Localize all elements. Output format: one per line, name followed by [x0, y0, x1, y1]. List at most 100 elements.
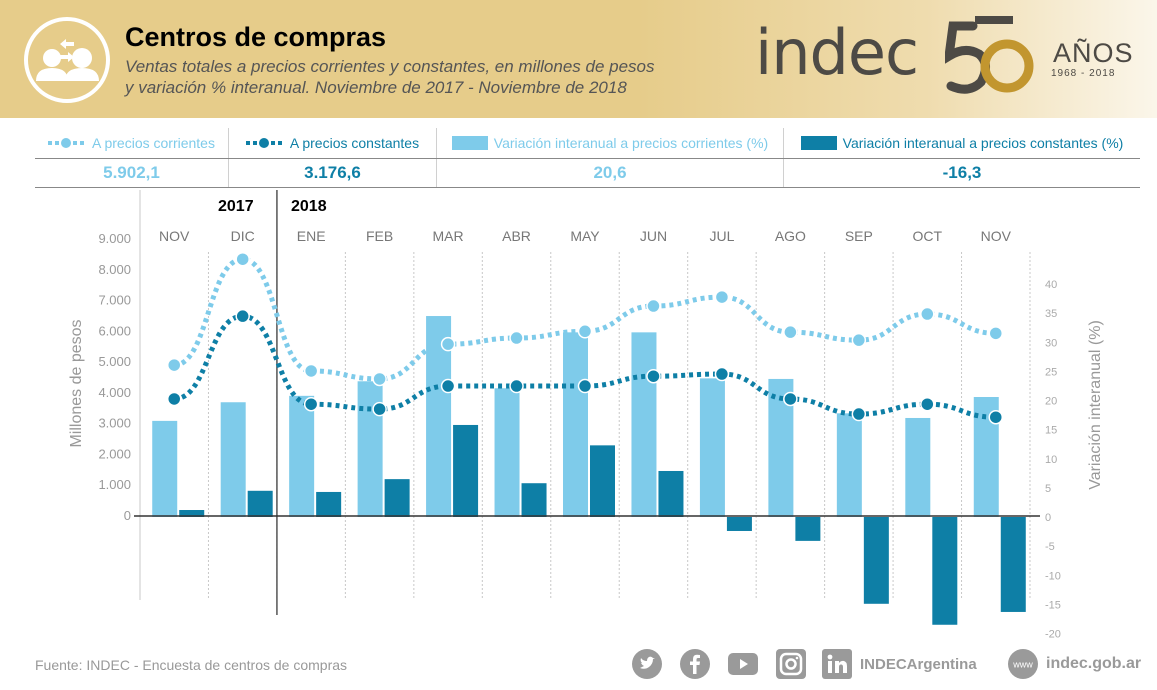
year-label-2018: 2018: [291, 198, 327, 215]
y-tick-label: 0: [124, 508, 131, 523]
point-corrientes: [577, 324, 593, 339]
dotted-line-light-swatch-icon: [48, 138, 85, 148]
x-tick-label: OCT: [913, 228, 943, 244]
dotted-line-dark-swatch-icon: [245, 138, 282, 148]
page-subtitle: Ventas totales a precios corrientes y co…: [125, 56, 725, 98]
y-tick-label: 3.000: [98, 416, 131, 431]
y-right-tick-label: 30: [1045, 337, 1057, 349]
bar-var-corrientes: [357, 381, 383, 517]
y-right-tick-label: 20: [1045, 396, 1057, 408]
social-handle[interactable]: INDECArgentina: [860, 655, 977, 673]
x-tick-label: MAR: [433, 228, 464, 244]
x-tick-label: NOV: [159, 228, 190, 244]
y-tick-label: 1.000: [98, 477, 131, 492]
point-constantes: [509, 378, 524, 394]
instagram-icon[interactable]: [776, 649, 806, 679]
point-corrientes: [166, 357, 182, 373]
social-links: INDECArgentina: [632, 648, 977, 680]
value-constantes: 3.176,6: [228, 159, 436, 187]
y-tick-label: 5.000: [98, 354, 131, 369]
y-tick-label: 4.000: [98, 385, 131, 400]
y-tick-label: 8.000: [98, 262, 131, 277]
source-note: Fuente: INDEC - Encuesta de centros de c…: [35, 657, 348, 673]
y-axis-title-left: Millones de pesos: [68, 319, 85, 447]
legend-label: A precios corrientes: [92, 135, 215, 151]
bar-var-constantes: [590, 445, 615, 517]
point-corrientes: [988, 326, 1004, 341]
bar-var-constantes: [521, 483, 547, 517]
point-constantes: [714, 366, 730, 382]
y-right-tick-label: 35: [1045, 308, 1057, 320]
logo-50-mark: [945, 16, 1034, 94]
bar-var-corrientes: [289, 395, 315, 517]
x-tick-label: ENE: [297, 228, 326, 244]
x-tick-label: JUN: [640, 228, 667, 244]
bar-var-corrientes: [152, 420, 178, 517]
x-tick-label: JUL: [709, 228, 734, 244]
value-var-constantes: -16,3: [783, 159, 1140, 187]
point-corrientes: [646, 298, 661, 314]
indec-50-logo: indec AÑOS 1968 - 2018: [755, 16, 1150, 96]
x-tick-label: NOV: [981, 228, 1012, 244]
bar-var-corrientes: [905, 417, 931, 517]
facebook-icon[interactable]: [680, 649, 710, 679]
point-corrientes: [440, 336, 456, 352]
legend-item-corrientes: A precios corrientes: [35, 128, 228, 158]
x-tick-label: DIC: [231, 228, 255, 244]
year-label-2017: 2017: [218, 198, 254, 215]
point-constantes: [235, 308, 250, 324]
www-globe-icon: www: [1008, 649, 1038, 679]
point-constantes: [851, 406, 867, 422]
bar-var-constantes: [863, 517, 889, 604]
bar-var-corrientes: [563, 332, 588, 517]
y-right-tick-label: -20: [1045, 629, 1061, 641]
bar-var-corrientes: [494, 388, 520, 517]
logo-anos-text: AÑOS: [1053, 38, 1134, 68]
bar-light-swatch-icon: [451, 136, 488, 150]
y-axis-title-right: Variación interanual (%): [1087, 320, 1104, 490]
page-title: Centros de compras: [125, 22, 387, 52]
bar-var-constantes: [932, 517, 958, 625]
x-tick-label: SEP: [845, 228, 873, 244]
y-right-tick-label: 40: [1045, 279, 1057, 291]
bar-var-constantes: [795, 517, 821, 541]
linkedin-icon[interactable]: [822, 649, 852, 679]
twitter-icon[interactable]: [632, 649, 662, 679]
bar-var-corrientes: [220, 402, 246, 517]
bar-var-constantes: [1000, 517, 1026, 612]
value-corrientes: 5.902,1: [103, 163, 160, 182]
y-right-tick-label: 10: [1045, 454, 1057, 466]
website-link[interactable]: www indec.gob.ar: [1008, 648, 1141, 680]
bar-var-corrientes: [699, 378, 725, 517]
bar-var-constantes: [658, 470, 684, 517]
point-constantes: [440, 378, 456, 394]
point-constantes: [920, 396, 935, 412]
point-corrientes: [920, 306, 935, 322]
point-corrientes: [851, 332, 867, 348]
bar-var-corrientes: [836, 413, 862, 517]
bar-var-constantes: [726, 517, 752, 531]
legend: A precios corrientes A precios constante…: [35, 128, 1140, 158]
bar-var-constantes: [247, 490, 273, 517]
bar-var-constantes: [316, 491, 342, 517]
chart: NOV DIC ENE FEB MAR ABR MAY JUN JUL AGO SEP OCT NOV 9…: [68, 190, 1104, 641]
bar-dark-swatch-icon: [800, 136, 837, 150]
point-constantes: [166, 391, 182, 407]
y-tick-label: 6.000: [98, 323, 131, 338]
logo-years-text: 1968 - 2018: [1051, 68, 1116, 79]
x-tick-label: FEB: [366, 228, 393, 244]
legend-label: Variación interanual a precios corriente…: [493, 135, 769, 151]
subtitle-line-2: y variación % interanual. Noviembre de 2…: [125, 78, 627, 97]
legend-label: Variación interanual a precios constante…: [842, 135, 1124, 151]
x-tick-label: AGO: [775, 228, 806, 244]
y-right-tick-label: 25: [1045, 366, 1057, 378]
website-text[interactable]: indec.gob.ar: [1046, 655, 1142, 672]
point-corrientes: [783, 324, 798, 340]
legend-item-var-constantes: Variación interanual a precios constante…: [783, 128, 1140, 158]
y-right-tick-label: 0: [1045, 512, 1051, 524]
point-corrientes: [714, 289, 730, 305]
y-right-tick-label: 5: [1045, 483, 1051, 495]
y-tick-label: 2.000: [98, 446, 131, 461]
y-right-tick-label: -15: [1045, 599, 1061, 611]
youtube-icon[interactable]: [728, 649, 758, 679]
